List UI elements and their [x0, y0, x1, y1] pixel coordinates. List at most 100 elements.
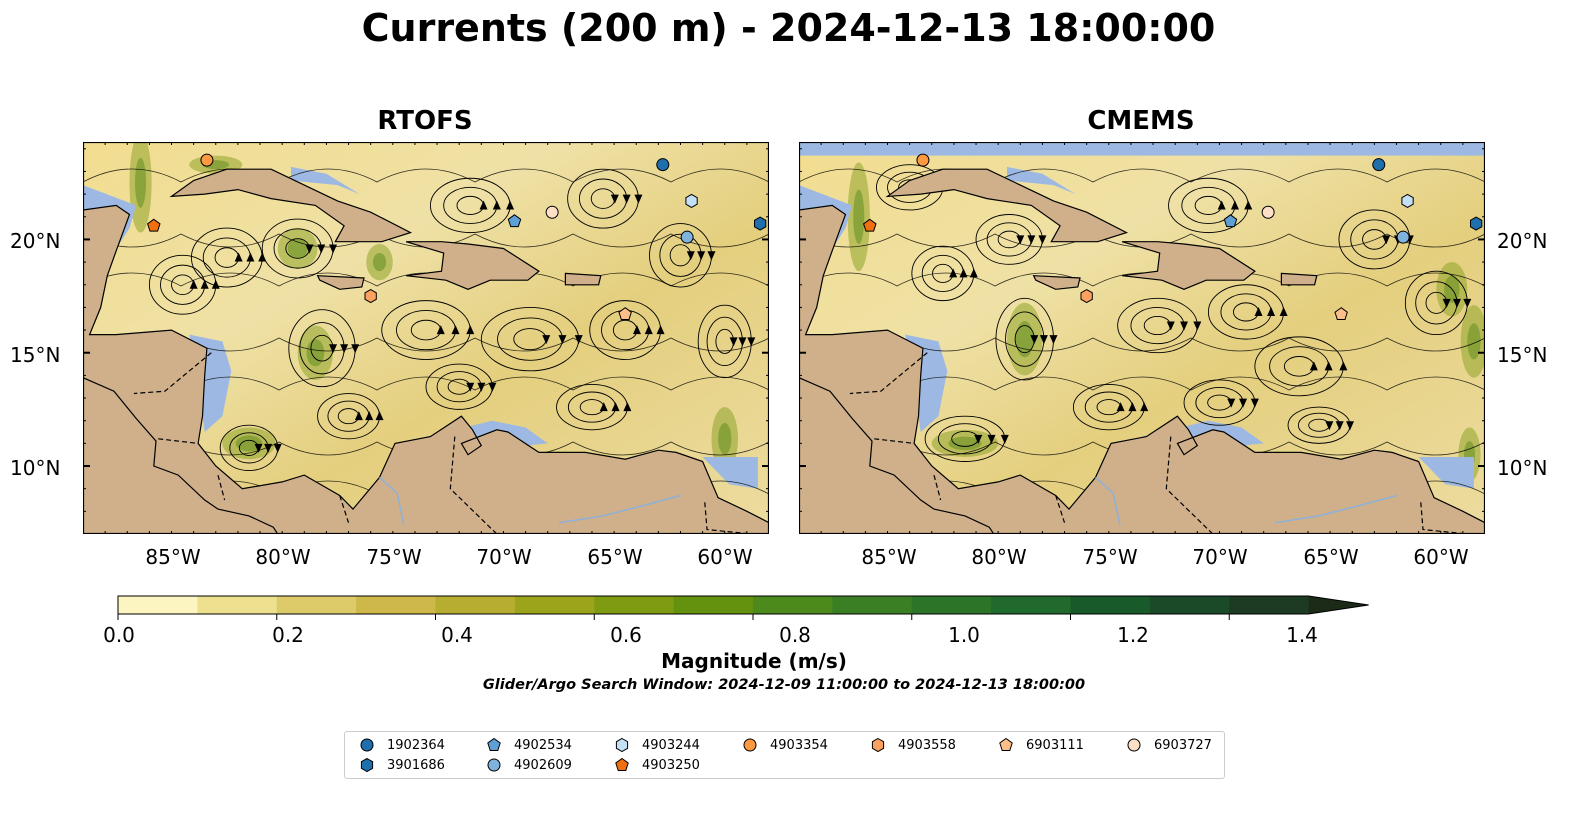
lon-label-70w-left: 70°W	[476, 545, 532, 569]
float-marker-1902364	[1372, 158, 1386, 172]
legend-label: 4903558	[898, 737, 956, 753]
streamline-arrow	[506, 200, 515, 210]
legend-item-4903244: 4903244	[614, 737, 700, 753]
float-marker-4902534	[507, 214, 522, 228]
hexagon-marker-icon	[360, 757, 374, 773]
lon-label-65w-right: 65°W	[1303, 545, 1359, 569]
float-marker-3901686	[1470, 216, 1483, 231]
streamline-arrow	[974, 434, 983, 444]
streamline-arrow	[254, 443, 263, 453]
land-pacificSide	[799, 377, 995, 534]
colorbar-segment	[832, 596, 913, 614]
land-puerto-rico	[564, 272, 602, 286]
country-border	[133, 352, 212, 395]
streamline-arrow	[634, 194, 643, 204]
colorbar-segment	[594, 596, 675, 614]
lat-label-15n-right: 15°N	[1497, 343, 1548, 367]
map-panel-cmems	[799, 142, 1485, 534]
streamline-arrow	[1324, 361, 1333, 371]
streamline-arrow	[1128, 402, 1137, 412]
colorbar-segment	[118, 596, 198, 614]
streamline-arrow	[1230, 200, 1239, 210]
streamline-arrow	[1452, 298, 1461, 308]
float-marker-4903250	[863, 218, 877, 232]
current-hotspot-core	[372, 253, 387, 272]
legend-label: 4903354	[770, 737, 828, 753]
colorbar-segment	[356, 596, 436, 614]
colorbar-label: Magnitude (m/s)	[661, 649, 847, 673]
streamline-arrow	[1244, 200, 1253, 210]
streamline-arrow	[1217, 200, 1226, 210]
streamline-arrow	[1027, 235, 1036, 245]
circle-marker-icon	[743, 738, 757, 752]
streamline-arrow	[1000, 434, 1009, 444]
legend-item-6903111: 6903111	[998, 737, 1084, 753]
colorbar-tick-2: 0.4	[441, 623, 473, 647]
shelf-area	[1007, 166, 1076, 195]
float-marker-3901686	[754, 216, 767, 231]
float-marker-4903244	[1401, 193, 1414, 208]
streamline-arrow	[1116, 402, 1125, 412]
streamline	[799, 376, 1485, 391]
colorbar-tick-4: 0.8	[779, 623, 811, 647]
shelf-area	[1418, 457, 1474, 489]
legend-label: 6903727	[1154, 737, 1212, 753]
lon-label-75w-right: 75°W	[1082, 545, 1138, 569]
country-border	[339, 495, 350, 523]
float-marker-6903727	[545, 205, 559, 219]
streamline-arrow	[610, 194, 619, 204]
legend-label: 6903111	[1026, 737, 1084, 753]
streamline-arrow	[305, 244, 314, 254]
legend-label: 4902534	[514, 737, 572, 753]
lon-label-85w-right: 85°W	[861, 545, 917, 569]
country-border	[849, 352, 928, 395]
legend-label: 1902364	[387, 737, 445, 753]
hexagon-marker-icon	[871, 737, 885, 753]
streamline-arrow	[451, 325, 460, 335]
streamline-arrow	[492, 200, 501, 210]
streamline-arrow	[697, 251, 706, 261]
streamline-arrow	[1442, 298, 1451, 308]
lon-label-80w-right: 80°W	[971, 545, 1027, 569]
streamline-arrow	[747, 337, 756, 347]
streamline-arrow	[211, 279, 220, 289]
colorbar-segment	[197, 596, 278, 614]
streamline-arrow	[234, 252, 243, 262]
streamline-arrow	[599, 402, 608, 412]
lat-label-10n-right: 10°N	[1497, 456, 1548, 480]
legend-label: 4902609	[514, 757, 572, 773]
colorbar-tick-0: 0.0	[103, 623, 135, 647]
colorbar-tick-6: 1.2	[1117, 623, 1149, 647]
country-border	[933, 474, 942, 501]
streamline-arrow	[340, 344, 349, 354]
country-border	[1055, 495, 1066, 523]
float-marker-6903727	[1261, 205, 1275, 219]
streamline-arrow	[479, 200, 488, 210]
colorbar-segment	[753, 596, 833, 614]
streamline-arrow	[1254, 306, 1263, 316]
streamline-arrow	[375, 411, 384, 421]
streamline-arrow	[189, 279, 198, 289]
float-marker-4903558	[1080, 289, 1093, 304]
streamline	[83, 376, 769, 391]
colorbar-tick-3: 0.6	[610, 623, 642, 647]
float-marker-4903250	[147, 218, 161, 232]
search-window-caption: Glider/Argo Search Window: 2024-12-09 11…	[482, 677, 1086, 693]
streamline-arrow	[1166, 321, 1175, 331]
streamline-arrow	[1267, 306, 1276, 316]
river	[379, 476, 405, 526]
streamline-arrow	[1180, 321, 1189, 331]
streamline-arrow	[574, 335, 583, 345]
streamline-arrow	[1335, 421, 1344, 431]
float-marker-4903354	[916, 153, 930, 167]
current-hotspot-core	[306, 339, 325, 367]
streamline-arrow	[1309, 361, 1318, 371]
map-panel-rtofs	[83, 142, 769, 534]
colorbar	[117, 595, 1369, 620]
current-hotspot-core	[853, 189, 865, 244]
streamline-arrow	[686, 251, 695, 261]
streamline-arrow	[542, 335, 551, 345]
hexagon-marker-icon	[615, 737, 629, 753]
float-marker-4903558	[364, 289, 377, 304]
lat-label-20n-right: 20°N	[1497, 229, 1548, 253]
